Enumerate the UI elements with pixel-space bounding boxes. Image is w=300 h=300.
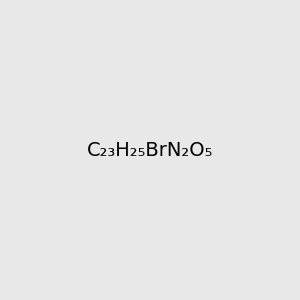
Text: C₂₃H₂₅BrN₂O₅: C₂₃H₂₅BrN₂O₅ xyxy=(87,140,213,160)
